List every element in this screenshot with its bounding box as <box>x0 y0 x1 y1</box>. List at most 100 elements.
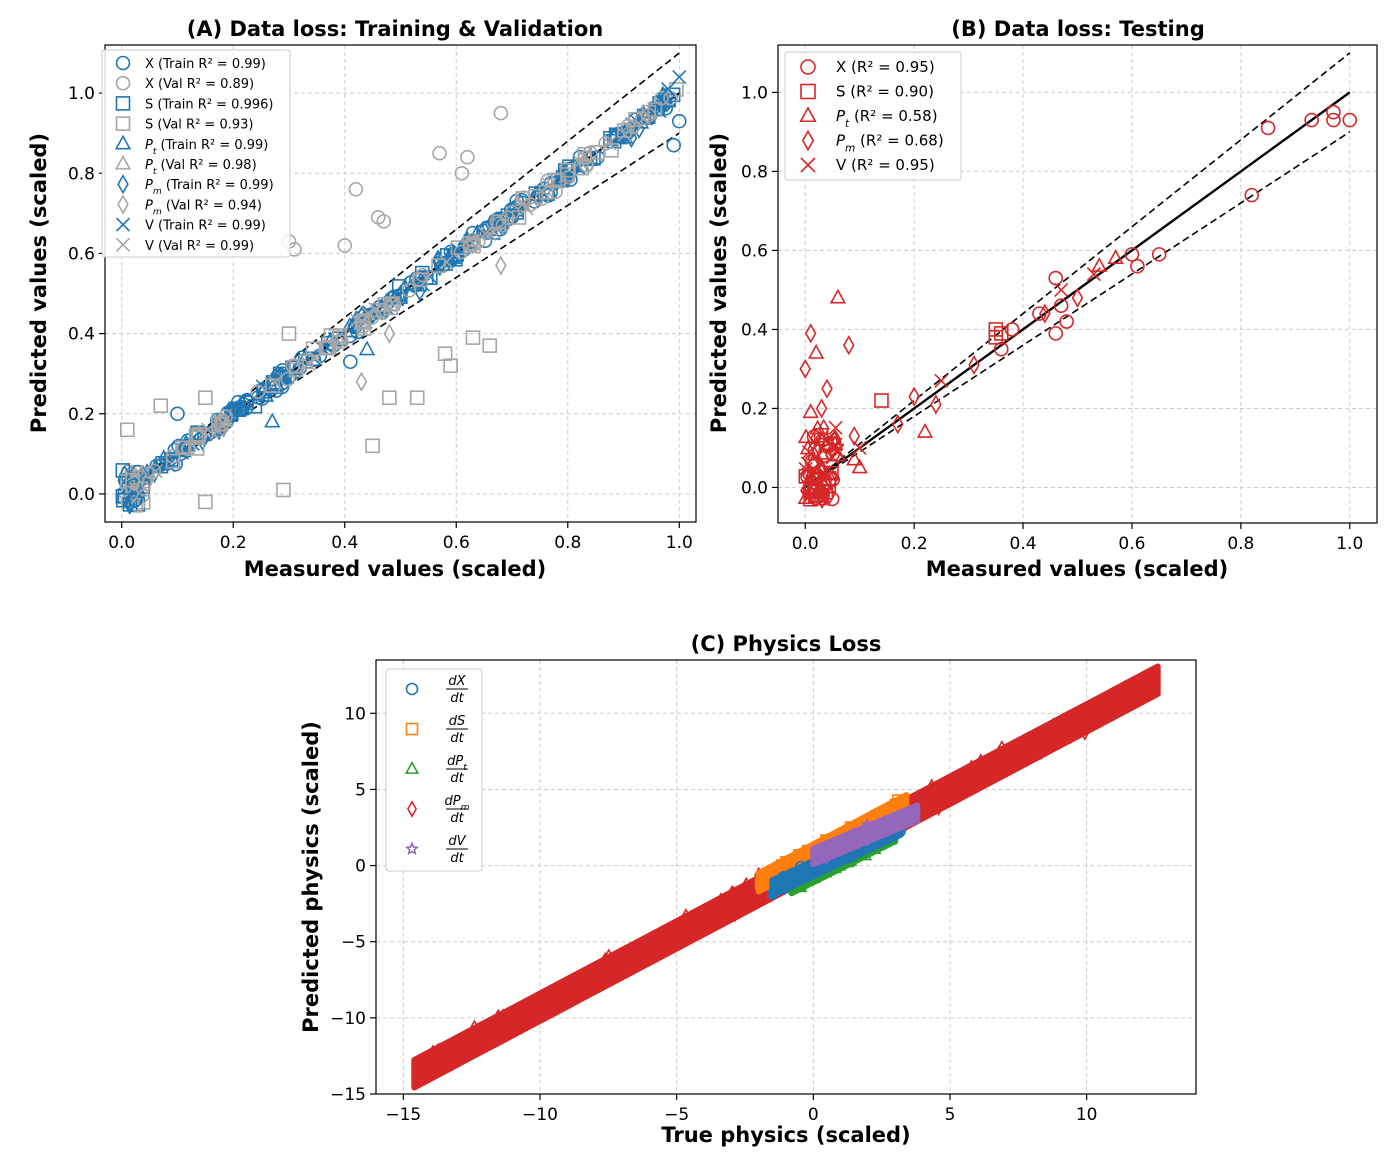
panel-c-point <box>876 821 890 835</box>
panel-a-point <box>491 214 507 229</box>
panel-c-point <box>498 1008 508 1025</box>
panel-c-point <box>704 915 714 933</box>
panel-c-point <box>523 1005 533 1022</box>
panel-b-point <box>930 394 942 415</box>
panel-b-tick-label-y: 0.2 <box>741 399 768 419</box>
panel-c-point <box>1130 687 1140 704</box>
panel-a-point <box>415 267 430 283</box>
panel-a-legend-label: V (Val R² = 0.99) <box>145 239 254 254</box>
panel-c-point <box>573 971 583 989</box>
panel-c-point <box>1136 677 1146 694</box>
panel-b-point <box>815 398 828 419</box>
panel-a-point <box>414 281 426 302</box>
panel-a-point <box>247 398 263 414</box>
panel-b-point <box>892 414 904 435</box>
panel-a-point <box>577 146 593 162</box>
panel-c-legend-denominator: dt <box>450 691 464 706</box>
panel-a-legend-marker <box>115 237 131 252</box>
panel-a-point <box>385 296 400 311</box>
panel-b-point <box>1130 258 1145 274</box>
panel-a-legend-label: Pt (Train R² = 0.99) <box>145 138 268 157</box>
panel-c-point <box>945 773 956 790</box>
panel-b-point <box>1054 282 1069 297</box>
panel-a-legend-label: Pm (Train R² = 0.99) <box>145 178 274 197</box>
panel-c-point <box>730 906 740 923</box>
panel-c-point <box>1068 710 1078 728</box>
panel-c-point <box>1071 723 1081 740</box>
panel-b-upper-band-line <box>804 52 1351 489</box>
panel-a-point <box>418 270 434 285</box>
panel-c-tick-label-x: −15 <box>385 1105 421 1125</box>
panel-a-legend-marker <box>115 116 131 131</box>
panel-a-point <box>318 340 334 356</box>
panel-c-point <box>592 968 603 985</box>
panel-a-point <box>268 375 283 390</box>
panel-a-point <box>127 483 140 504</box>
panel-b-point <box>1326 104 1341 120</box>
panel-a-point <box>384 296 399 311</box>
panel-a-point <box>198 494 213 510</box>
panel-b-legend-label: X (R² = 0.95) <box>836 58 935 76</box>
panel-c-point <box>425 1057 436 1074</box>
panel-c-point <box>927 778 937 795</box>
panel-c-point <box>858 833 872 846</box>
panel-b-point <box>807 344 825 359</box>
panel-a-point <box>386 297 402 312</box>
panel-c-point <box>696 917 706 935</box>
panel-c-point <box>1120 697 1130 715</box>
panel-c-point <box>902 805 916 819</box>
panel-b-point <box>1342 112 1358 128</box>
panel-b-tick-label-x: 0.6 <box>1118 534 1145 554</box>
panel-a-point <box>365 438 380 454</box>
panel-a-point <box>198 390 213 406</box>
panel-c-point <box>624 944 635 961</box>
panel-b-tick-label-y: 0.4 <box>741 320 768 340</box>
panel-c-point <box>741 876 751 893</box>
panel-a-point <box>280 371 296 387</box>
panel-a-point <box>574 160 589 176</box>
panel-a-point <box>296 349 314 365</box>
panel-a-point <box>153 398 169 414</box>
panel-a-tick-label-y: 0.8 <box>68 164 95 184</box>
panel-a-legend-marker <box>114 154 132 170</box>
panel-a-point <box>636 111 651 126</box>
panel-a-point <box>443 358 458 373</box>
panel-a-legend-label: X (Train R² = 0.99) <box>145 57 266 72</box>
panel-a-point <box>148 464 163 479</box>
panel-b-point <box>803 480 818 495</box>
panel-c-point <box>1083 712 1093 729</box>
panel-c-point <box>1093 708 1103 725</box>
panel-c-legend-numerator: dPm <box>445 794 470 813</box>
panel-c-point <box>638 941 648 959</box>
panel-b-point <box>1304 112 1319 128</box>
panel-c-point <box>968 765 979 783</box>
panel-b-point <box>993 341 1009 357</box>
panel-a-point <box>399 278 411 299</box>
panel-b-legend-label: Pm (R² = 0.68) <box>836 132 944 155</box>
panel-a-point <box>190 430 206 446</box>
panel-c-legend-marker <box>406 800 418 818</box>
panel-a-point <box>396 286 409 308</box>
panel-c-point <box>415 1057 426 1074</box>
panel-b-point <box>1124 247 1140 262</box>
panel-c-point <box>813 845 828 859</box>
panel-a-legend-label: V (Train R² = 0.99) <box>145 219 266 234</box>
panel-c-point <box>756 878 769 891</box>
panel-c-point <box>493 1017 503 1034</box>
panel-c-point <box>1010 740 1020 757</box>
panel-c-point <box>883 818 897 832</box>
panel-b-point <box>803 491 818 507</box>
panel-c-point <box>978 772 988 789</box>
panel-c-legend-marker <box>405 722 419 736</box>
panel-b-point <box>800 456 815 471</box>
panel-c-point <box>428 1044 438 1061</box>
panel-c: (C) Physics Loss −15 −10 −5 0 5 10 −15 −10 −5 0 5 1… <box>299 632 1197 1147</box>
panel-c-point <box>632 956 642 973</box>
panel-c-point <box>681 907 691 925</box>
panel-c-point <box>1080 724 1090 741</box>
panel-c-point <box>705 907 716 925</box>
panel-c-point <box>828 837 842 851</box>
panel-c-point <box>1143 682 1154 699</box>
panel-a-point <box>438 252 455 268</box>
